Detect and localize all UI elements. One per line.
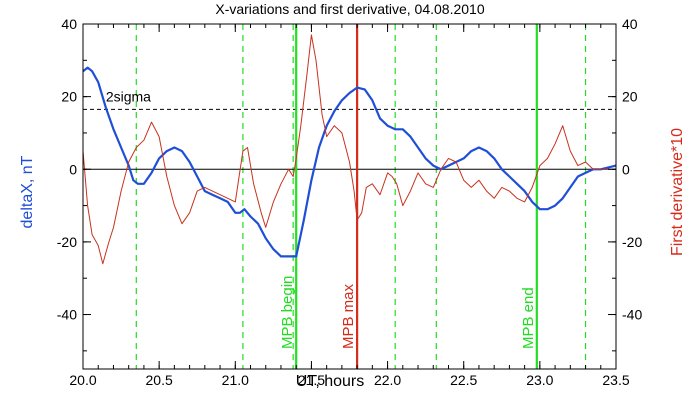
y-axis-left-label: deltaX, nT xyxy=(19,155,36,228)
y-tick-label-left: 20 xyxy=(61,89,77,105)
x-tick-label: 20.5 xyxy=(146,372,173,388)
series-line-derivative xyxy=(82,34,609,265)
x-tick-label: 22.5 xyxy=(450,372,477,388)
marker-label-2: MPB end xyxy=(520,287,537,349)
y-tick-label-right: 0 xyxy=(622,161,630,177)
x-tick-label: 23.0 xyxy=(526,372,553,388)
y-tick-label-left: 0 xyxy=(69,161,77,177)
marker-label-0: MPB begin xyxy=(279,276,296,349)
x-tick-label: 23.5 xyxy=(602,372,629,388)
x-tick-label: 20.0 xyxy=(69,372,96,388)
y-tick-label-right: 40 xyxy=(622,16,638,32)
y-axis-right-label: First derivative*10 xyxy=(669,128,686,256)
threshold-label: 2sigma xyxy=(106,88,151,104)
marker-label-1: MPB max xyxy=(340,283,357,349)
x-axis-label: UT, hours xyxy=(296,373,364,390)
y-tick-label-right: -40 xyxy=(622,307,642,323)
plot-frame xyxy=(82,23,617,370)
y-tick-label-left: -20 xyxy=(57,234,77,250)
y-tick-label-left: 40 xyxy=(61,16,77,32)
series-line-deltax xyxy=(82,66,617,258)
y-tick-label-left: -40 xyxy=(57,307,77,323)
plot-area: 2sigma MPB begin MPB max MPB end 20.0 20.5 21.… xyxy=(57,16,643,388)
x-tick-label: 21.5 xyxy=(298,372,325,388)
y-tick-label-right: -20 xyxy=(622,234,642,250)
y-tick-label-right: 20 xyxy=(622,89,638,105)
x-tick-label: 21.0 xyxy=(222,372,249,388)
x-tick-label: 22.0 xyxy=(374,372,401,388)
chart-title: X-variations and first derivative, 04.08… xyxy=(215,1,484,17)
